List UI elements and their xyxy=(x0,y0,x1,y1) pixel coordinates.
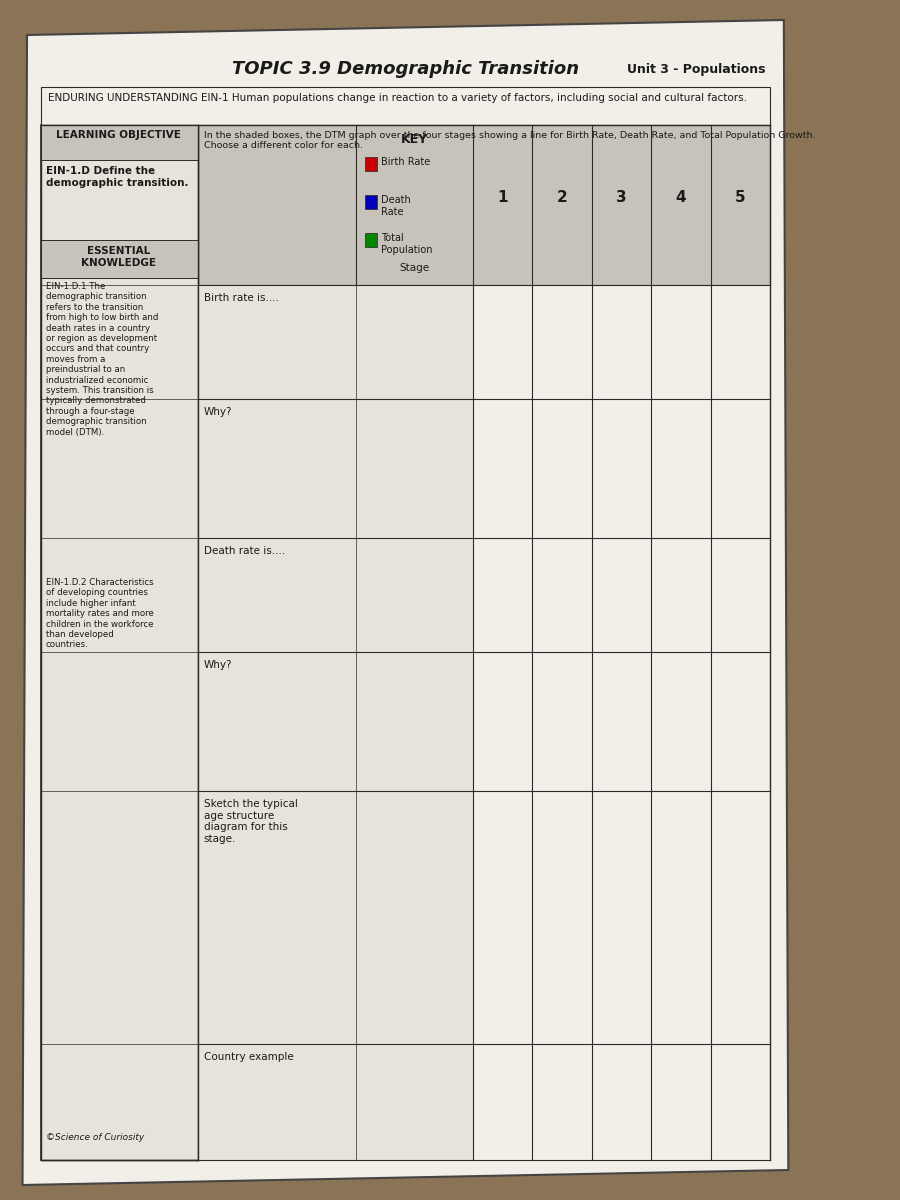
FancyBboxPatch shape xyxy=(473,398,533,538)
FancyBboxPatch shape xyxy=(711,398,770,538)
Text: KEY: KEY xyxy=(400,133,428,146)
Text: Birth rate is....: Birth rate is.... xyxy=(203,293,279,302)
FancyBboxPatch shape xyxy=(533,284,592,398)
Text: TOPIC 3.9 Demographic Transition: TOPIC 3.9 Demographic Transition xyxy=(232,60,579,78)
Text: EIN-1.D Define the
demographic transition.: EIN-1.D Define the demographic transitio… xyxy=(46,166,188,187)
Text: 3: 3 xyxy=(616,190,627,204)
Text: 4: 4 xyxy=(676,190,687,204)
FancyBboxPatch shape xyxy=(711,1044,770,1160)
FancyBboxPatch shape xyxy=(652,398,711,538)
Text: ENDURING UNDERSTANDING EIN-1 Human populations change in reaction to a variety o: ENDURING UNDERSTANDING EIN-1 Human popul… xyxy=(48,92,747,103)
Text: In the shaded boxes, the DTM graph over the four stages showing a line for Birth: In the shaded boxes, the DTM graph over … xyxy=(203,131,815,150)
Text: 1: 1 xyxy=(498,190,508,204)
Bar xyxy=(364,233,377,247)
FancyBboxPatch shape xyxy=(473,284,533,398)
Text: Country example: Country example xyxy=(203,1052,293,1062)
Text: Total
Population: Total Population xyxy=(381,233,433,254)
FancyBboxPatch shape xyxy=(198,1044,473,1160)
FancyBboxPatch shape xyxy=(592,284,652,398)
Text: 5: 5 xyxy=(735,190,746,204)
FancyBboxPatch shape xyxy=(711,791,770,1044)
FancyBboxPatch shape xyxy=(533,538,592,652)
Bar xyxy=(364,194,377,209)
Text: Stage: Stage xyxy=(400,263,429,272)
FancyBboxPatch shape xyxy=(198,284,473,398)
Text: ESSENTIAL
KNOWLEDGE: ESSENTIAL KNOWLEDGE xyxy=(81,246,157,268)
FancyBboxPatch shape xyxy=(652,791,711,1044)
Text: Why?: Why? xyxy=(203,407,232,416)
Text: LEARNING OBJECTIVE: LEARNING OBJECTIVE xyxy=(57,130,182,140)
Polygon shape xyxy=(22,20,788,1186)
FancyBboxPatch shape xyxy=(533,398,592,538)
FancyBboxPatch shape xyxy=(198,125,770,284)
FancyBboxPatch shape xyxy=(652,652,711,791)
FancyBboxPatch shape xyxy=(40,55,770,86)
Text: Unit 3 - Populations: Unit 3 - Populations xyxy=(627,62,766,76)
FancyBboxPatch shape xyxy=(652,1044,711,1160)
FancyBboxPatch shape xyxy=(592,538,652,652)
FancyBboxPatch shape xyxy=(40,125,198,160)
FancyBboxPatch shape xyxy=(592,791,652,1044)
FancyBboxPatch shape xyxy=(473,791,533,1044)
FancyBboxPatch shape xyxy=(473,1044,533,1160)
FancyBboxPatch shape xyxy=(711,652,770,791)
Text: ©Science of Curiosity: ©Science of Curiosity xyxy=(46,1133,144,1142)
FancyBboxPatch shape xyxy=(198,538,473,652)
FancyBboxPatch shape xyxy=(473,538,533,652)
Text: 2: 2 xyxy=(557,190,568,204)
FancyBboxPatch shape xyxy=(40,86,770,125)
FancyBboxPatch shape xyxy=(40,240,198,278)
Text: Sketch the typical
age structure
diagram for this
stage.: Sketch the typical age structure diagram… xyxy=(203,799,298,844)
Text: EIN-1.D.2 Characteristics
of developing countries
include higher infant
mortalit: EIN-1.D.2 Characteristics of developing … xyxy=(46,578,154,649)
Text: Death
Rate: Death Rate xyxy=(381,194,410,216)
FancyBboxPatch shape xyxy=(533,791,592,1044)
FancyBboxPatch shape xyxy=(198,652,473,791)
FancyBboxPatch shape xyxy=(711,538,770,652)
Bar xyxy=(364,157,377,170)
FancyBboxPatch shape xyxy=(711,284,770,398)
FancyBboxPatch shape xyxy=(533,1044,592,1160)
FancyBboxPatch shape xyxy=(592,1044,652,1160)
FancyBboxPatch shape xyxy=(473,652,533,791)
FancyBboxPatch shape xyxy=(652,538,711,652)
FancyBboxPatch shape xyxy=(198,791,473,1044)
Text: EIN-1.D.1 The
demographic transition
refers to the transition
from high to low b: EIN-1.D.1 The demographic transition ref… xyxy=(46,282,158,437)
FancyBboxPatch shape xyxy=(533,652,592,791)
FancyBboxPatch shape xyxy=(592,652,652,791)
FancyBboxPatch shape xyxy=(592,398,652,538)
Text: Why?: Why? xyxy=(203,660,232,670)
Text: Death rate is....: Death rate is.... xyxy=(203,546,285,556)
FancyBboxPatch shape xyxy=(198,398,473,538)
Text: Birth Rate: Birth Rate xyxy=(381,157,430,167)
FancyBboxPatch shape xyxy=(652,284,711,398)
FancyBboxPatch shape xyxy=(40,125,198,1160)
